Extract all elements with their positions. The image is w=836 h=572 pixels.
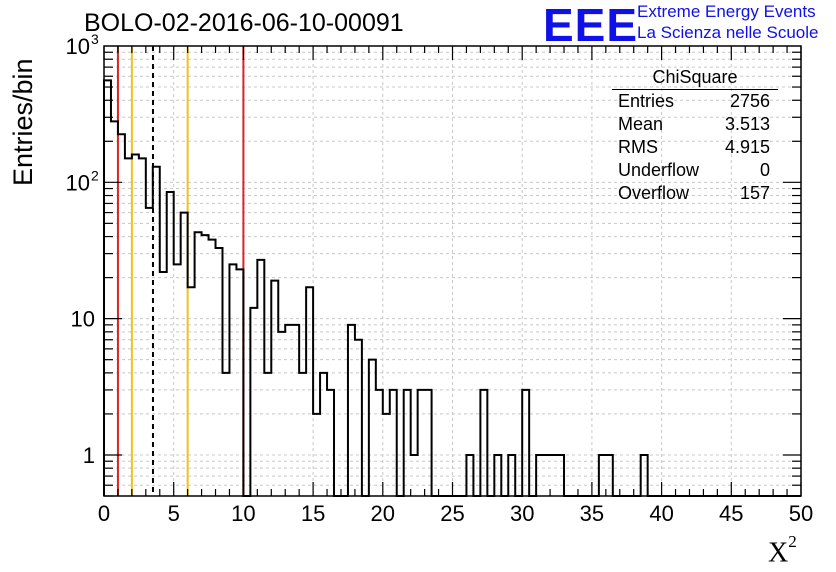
stats-box: ChiSquare Entries 2756 Mean 3.513 RMS 4.… <box>612 66 778 205</box>
x-tick-labels: 0 5 10 15 20 25 30 35 40 45 50 <box>98 501 813 526</box>
x-tick-label: 5 <box>168 501 180 526</box>
stats-row-entries: Entries 2756 <box>612 90 778 113</box>
reference-lines <box>116 46 245 496</box>
stats-row-mean: Mean 3.513 <box>612 113 778 136</box>
x-axis-label-text: X <box>768 537 789 569</box>
chart-title: BOLO-02-2016-06-10-00091 <box>84 9 404 37</box>
x-tick-label: 15 <box>301 501 325 526</box>
y-tick-label: 1 <box>83 443 95 468</box>
stats-box-title: ChiSquare <box>612 66 778 90</box>
stats-value: 0 <box>759 160 770 180</box>
stats-label: Overflow <box>618 183 690 203</box>
stats-label: Mean <box>618 114 664 134</box>
stats-label: Entries <box>618 91 675 111</box>
x-tick-label: 50 <box>789 501 813 526</box>
x-tick-label: 25 <box>440 501 464 526</box>
grid-lines <box>104 46 801 497</box>
axis-ticks <box>103 46 802 497</box>
y-tick-label: 10 <box>66 34 90 59</box>
stats-value: 157 <box>739 183 770 203</box>
y-tick-label: 10 <box>66 170 90 195</box>
stats-row-underflow: Underflow 0 <box>612 159 778 182</box>
x-tick-label: 45 <box>719 501 743 526</box>
y-tick-label: 10 <box>71 307 95 332</box>
x-tick-label: 30 <box>510 501 534 526</box>
stats-row-overflow: Overflow 157 <box>612 182 778 205</box>
y-axis-label: Entries/bin <box>8 58 38 186</box>
x-axis-label-superscript: 2 <box>788 532 797 551</box>
stats-label: Underflow <box>618 160 700 180</box>
logo-line-1: Extreme Energy Events <box>637 2 816 21</box>
stats-value: 3.513 <box>724 114 770 134</box>
eee-logo: EEE <box>543 0 639 51</box>
y-tick-label-exponent: 2 <box>91 167 99 183</box>
x-axis-label: X2 <box>768 532 797 569</box>
stats-label: RMS <box>618 137 658 157</box>
x-tick-label: 20 <box>371 501 395 526</box>
stats-value: 4.915 <box>724 137 770 157</box>
x-tick-label: 35 <box>580 501 604 526</box>
x-tick-label: 10 <box>231 501 255 526</box>
y-tick-label-exponent: 3 <box>91 31 99 47</box>
logo-line-2: La Scienza nelle Scuole <box>637 23 819 42</box>
stats-row-rms: RMS 4.915 <box>612 136 778 159</box>
stats-value: 2756 <box>729 91 770 111</box>
x-tick-label: 0 <box>98 501 110 526</box>
x-tick-label: 40 <box>649 501 673 526</box>
